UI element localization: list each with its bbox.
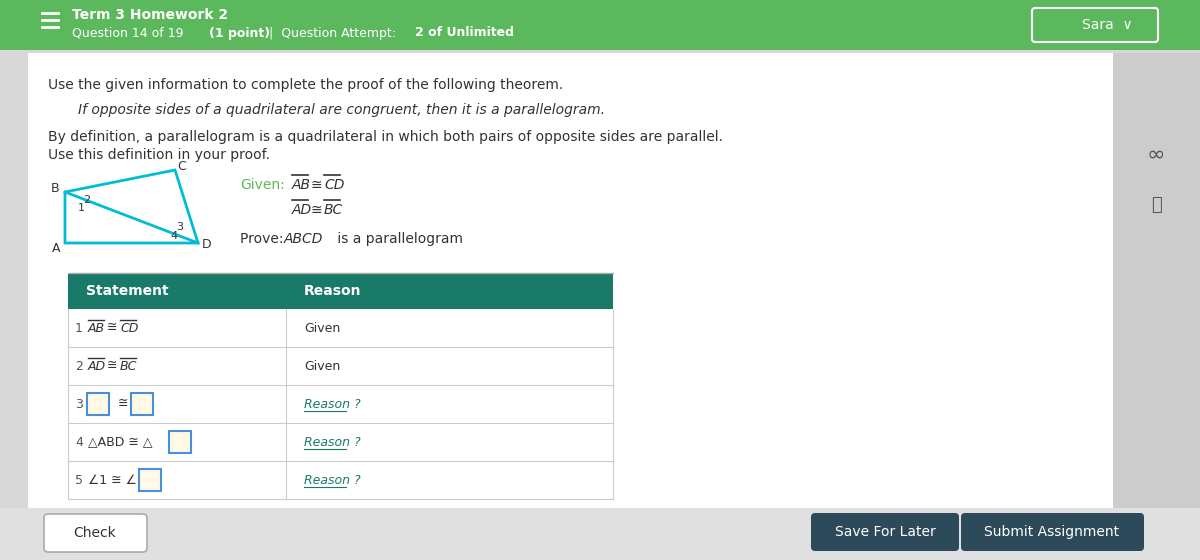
Text: C: C (178, 160, 186, 172)
Text: Statement: Statement (86, 284, 169, 298)
FancyBboxPatch shape (0, 508, 1200, 560)
FancyBboxPatch shape (68, 309, 613, 347)
Text: Given:: Given: (240, 178, 284, 192)
Text: 3: 3 (176, 222, 184, 232)
Text: AD: AD (292, 203, 312, 217)
Text: If opposite sides of a quadrilateral are congruent, then it is a parallelogram.: If opposite sides of a quadrilateral are… (78, 103, 605, 117)
Text: △ABD ≅ △: △ABD ≅ △ (88, 436, 152, 449)
Text: Sara  ∨: Sara ∨ (1082, 18, 1133, 32)
Text: Reason ?: Reason ? (304, 474, 361, 487)
Text: ≅: ≅ (311, 178, 323, 192)
Text: 1: 1 (74, 321, 83, 334)
FancyBboxPatch shape (169, 431, 191, 453)
FancyBboxPatch shape (68, 461, 613, 499)
Text: AB: AB (292, 178, 311, 192)
Text: Term 3 Homework 2: Term 3 Homework 2 (72, 8, 228, 22)
Text: ≅: ≅ (311, 203, 323, 217)
Text: AB: AB (88, 321, 106, 334)
Text: Question 14 of 19: Question 14 of 19 (72, 26, 187, 40)
Text: |  Question Attempt:: | Question Attempt: (265, 26, 400, 40)
Text: 5: 5 (74, 474, 83, 487)
Text: ABCD: ABCD (284, 232, 323, 246)
Text: B: B (50, 183, 59, 195)
FancyBboxPatch shape (131, 393, 154, 415)
Text: ∠1 ≅ ∠: ∠1 ≅ ∠ (88, 474, 137, 487)
Text: BC: BC (324, 203, 343, 217)
FancyBboxPatch shape (0, 0, 1200, 50)
Text: (1 point): (1 point) (209, 26, 270, 40)
FancyBboxPatch shape (1114, 53, 1200, 508)
FancyBboxPatch shape (811, 513, 959, 551)
Text: Use the given information to complete the proof of the following theorem.: Use the given information to complete th… (48, 78, 563, 92)
Text: 4: 4 (170, 231, 178, 241)
Text: is a parallelogram: is a parallelogram (334, 232, 463, 246)
Text: 3: 3 (74, 398, 83, 410)
FancyBboxPatch shape (961, 513, 1144, 551)
Text: 2: 2 (74, 360, 83, 372)
Text: CD: CD (324, 178, 344, 192)
Text: ≅: ≅ (107, 321, 118, 334)
FancyBboxPatch shape (139, 469, 161, 491)
Text: BC: BC (120, 360, 137, 372)
Text: Given: Given (304, 360, 341, 372)
Text: 🗒: 🗒 (1151, 196, 1162, 214)
Text: Reason ?: Reason ? (304, 436, 361, 449)
Text: 2 of Unlimited: 2 of Unlimited (415, 26, 514, 40)
Text: Reason ?: Reason ? (304, 398, 361, 410)
Text: Check: Check (73, 526, 116, 540)
Text: Prove:: Prove: (240, 232, 288, 246)
Text: CD: CD (120, 321, 138, 334)
FancyBboxPatch shape (68, 385, 613, 423)
FancyBboxPatch shape (68, 423, 613, 461)
FancyBboxPatch shape (68, 273, 613, 309)
Text: Save For Later: Save For Later (835, 525, 935, 539)
Text: D: D (202, 237, 212, 250)
Text: 1: 1 (78, 203, 84, 213)
FancyBboxPatch shape (68, 347, 613, 385)
Text: Given: Given (304, 321, 341, 334)
Text: AD: AD (88, 360, 106, 372)
Text: Use this definition in your proof.: Use this definition in your proof. (48, 148, 270, 162)
Text: 4: 4 (74, 436, 83, 449)
Text: 2: 2 (84, 195, 90, 205)
Text: Reason: Reason (304, 284, 361, 298)
Text: ≅: ≅ (118, 398, 128, 410)
Text: ∞: ∞ (1147, 145, 1165, 165)
FancyBboxPatch shape (28, 53, 1114, 508)
Text: By definition, a parallelogram is a quadrilateral in which both pairs of opposit: By definition, a parallelogram is a quad… (48, 130, 722, 144)
Text: A: A (52, 242, 60, 255)
Text: Submit Assignment: Submit Assignment (984, 525, 1120, 539)
FancyBboxPatch shape (88, 393, 109, 415)
FancyBboxPatch shape (1032, 8, 1158, 42)
FancyBboxPatch shape (44, 514, 148, 552)
Text: ≅: ≅ (107, 360, 118, 372)
